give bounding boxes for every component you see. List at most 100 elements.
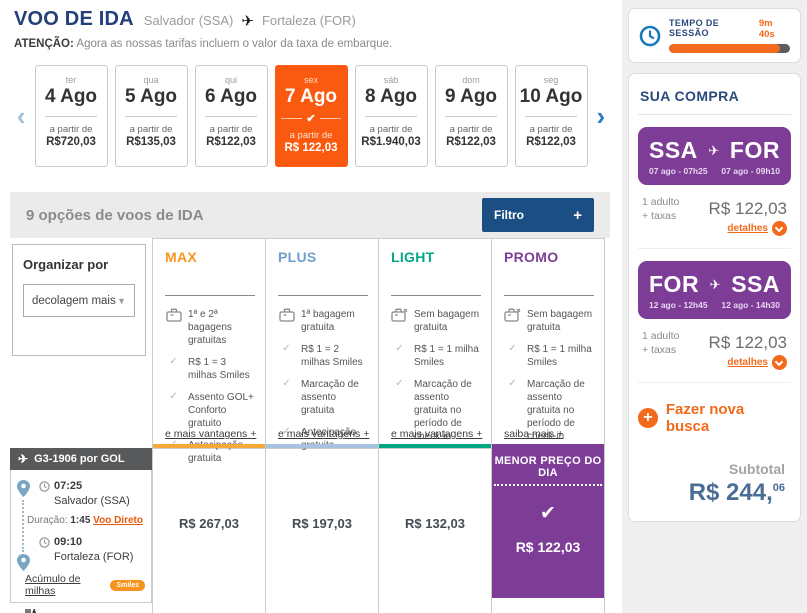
sort-label: Organizar por: [23, 257, 109, 272]
miles-link[interactable]: Acúmulo de milhas: [25, 573, 81, 597]
day-date: 7 Ago: [284, 86, 338, 107]
fare-column-plus: PLUS 1ª bagagem gratuita ✓ R$ 1 = 2 milh…: [265, 238, 378, 613]
new-search-button[interactable]: + Fazer nova busca: [638, 401, 791, 435]
journey-price: R$ 122,03: [708, 333, 787, 352]
day-date: 4 Ago: [44, 86, 98, 107]
carousel-next-icon[interactable]: ›: [596, 101, 606, 131]
benefit-item: ✓ R$ 1 = 1 milha Smiles: [504, 343, 594, 369]
fare-name: PROMO: [504, 249, 559, 265]
best-price-badge: MENOR PREÇO DO DIA: [494, 452, 602, 486]
benefit-item: ✓ Assento GOL+ Conforto gratuito: [165, 391, 255, 430]
divider: [365, 116, 417, 117]
origin-city: Salvador (SSA): [143, 13, 234, 28]
fare-name: LIGHT: [391, 249, 435, 265]
day-card-7-ago-selected[interactable]: sex 7 Ago ✔ a partir de R$ 122,03: [274, 65, 348, 167]
divider: [445, 116, 497, 117]
day-price-prefix: a partir de: [129, 124, 173, 135]
day-card-6-ago[interactable]: qui 6 Ago a partir de R$122,03: [194, 65, 268, 167]
duration-value: 1:45: [70, 515, 91, 526]
smiles-logo: Smiles: [110, 579, 145, 591]
journey-card-outbound: SSA ✈ FOR 07 ago - 07h25 07 ago - 09h10: [638, 127, 791, 185]
day-weekday: ter: [65, 75, 77, 85]
journey-price: R$ 122,03: [708, 199, 787, 218]
details-link[interactable]: detalhes: [709, 355, 787, 370]
benefit-item: 1ª bagagem gratuita: [278, 308, 368, 334]
benefit-text: R$ 1 = 2 milhas Smiles: [301, 344, 363, 368]
arrival-pin-icon: [17, 554, 30, 571]
fare-color-bar: [153, 444, 265, 448]
fare-price-plus[interactable]: R$ 197,03: [266, 448, 378, 598]
benefit-text: Assento GOL+ Conforto gratuito: [188, 392, 254, 429]
day-price-prefix: a partir de: [529, 124, 573, 135]
page-header: VOO DE IDA Salvador (SSA) ✈ Fortaleza (F…: [14, 8, 614, 50]
divider: [525, 116, 577, 117]
clock-icon: [39, 480, 50, 492]
benefit-text: Sem bagagem gratuita: [414, 309, 480, 333]
check-icon: ✓: [282, 426, 291, 437]
direct-flight-link[interactable]: Voo Direto: [93, 515, 143, 526]
departure-datetime: 12 ago - 12h45: [649, 300, 708, 310]
subtotal-label: Subtotal: [729, 461, 785, 477]
day-weekday: qui: [224, 75, 237, 85]
taxes-label: + taxas: [642, 344, 677, 357]
fare-color-bar: [492, 444, 604, 448]
day-card-4-ago[interactable]: ter 4 Ago a partir de R$720,03: [34, 65, 108, 167]
chevron-down-icon: [772, 221, 787, 236]
day-card-10-ago[interactable]: seg 10 Ago a partir de R$122,03: [514, 65, 588, 167]
filter-label: Filtro: [494, 208, 524, 222]
benefit-item: ✓ R$ 1 = 1 milha Smiles: [391, 343, 481, 369]
check-icon: ✓: [165, 439, 182, 465]
fare-column-max: MAX 1ª e 2ª bagagens gratuitas ✓ R$ 1 = …: [152, 238, 265, 613]
more-advantages-link[interactable]: e mais vantagens +: [391, 428, 483, 440]
purchase-title: SUA COMPRA: [638, 86, 791, 115]
session-timer-card: TEMPO DE SESSÃO 9m 40s: [628, 8, 801, 63]
fare-price-light[interactable]: R$ 132,03: [379, 448, 491, 598]
details-label: detalhes: [727, 223, 768, 234]
day-weekday: qua: [143, 75, 159, 85]
session-label: TEMPO DE SESSÃO: [669, 18, 720, 38]
details-link[interactable]: detalhes: [709, 221, 787, 236]
benefit-item: ✓ Marcação de assento gratuita no períod…: [504, 378, 594, 443]
benefit-item: ✓ Marcação de assento gratuita no períod…: [391, 378, 481, 443]
sort-value: decolagem mais: [32, 294, 116, 307]
more-advantages-link[interactable]: e mais vantagens +: [278, 428, 370, 440]
check-icon: ✓: [282, 378, 291, 389]
check-icon: ✓: [169, 356, 178, 367]
arrival-time-row: 09:10: [39, 536, 145, 548]
journey-price-outbound: 1 adulto + taxas R$ 122,03 detalhes: [638, 185, 791, 249]
session-progress-track: [669, 44, 790, 53]
day-weekday: seg: [543, 75, 559, 85]
miles-row: Acúmulo de milhas Smiles: [25, 573, 145, 597]
benefit-item: 1ª e 2ª bagagens gratuitas: [165, 308, 255, 347]
learn-more-link[interactable]: saiba mais +: [504, 428, 564, 440]
passenger-count: 1 adulto: [642, 196, 680, 208]
day-weekday: sáb: [383, 75, 399, 85]
carousel-prev-icon[interactable]: ‹: [16, 101, 26, 131]
day-price: R$1.940,03: [361, 136, 421, 148]
day-card-9-ago[interactable]: dom 9 Ago a partir de R$122,03: [434, 65, 508, 167]
divider: [391, 295, 481, 296]
sort-dropdown[interactable]: decolagem mais ▼: [23, 284, 135, 317]
more-advantages-link[interactable]: e mais vantagens +: [165, 428, 257, 440]
check-icon: ✓: [395, 343, 404, 354]
benefit-item: ✓ Antecipação gratuita: [165, 439, 255, 465]
check-icon: ✓: [282, 343, 291, 354]
no-baggage-icon: [391, 308, 408, 334]
day-card-5-ago[interactable]: qua 5 Ago a partir de R$135,03: [114, 65, 188, 167]
fare-price-max[interactable]: R$ 267,03: [153, 448, 265, 598]
day-weekday: sex: [303, 75, 318, 85]
benefit-text: Marcação de assento gratuita: [301, 379, 359, 416]
sort-panel: Organizar por decolagem mais ▼: [12, 244, 146, 356]
fare-column-light: LIGHT Sem bagagem gratuita ✓ R$ 1 = 1 mi…: [378, 238, 491, 613]
purchase-summary-card: SUA COMPRA SSA ✈ FOR 07 ago - 07h25 07 a…: [628, 73, 801, 522]
day-date: 9 Ago: [444, 86, 498, 107]
day-card-8-ago[interactable]: sáb 8 Ago a partir de R$1.940,03: [354, 65, 428, 167]
day-date: 8 Ago: [364, 86, 418, 107]
session-progress-fill: [669, 44, 781, 53]
purchase-sidebar: TEMPO DE SESSÃO 9m 40s SUA COMPRA SSA ✈ …: [622, 0, 807, 613]
fare-price-promo-selected[interactable]: MENOR PREÇO DO DIA ✔ R$ 122,03: [492, 448, 604, 598]
day-weekday: dom: [462, 75, 480, 85]
journey-price-return: 1 adulto + taxas R$ 122,03 detalhes: [638, 319, 791, 383]
filter-button[interactable]: Filtro +: [482, 198, 594, 232]
